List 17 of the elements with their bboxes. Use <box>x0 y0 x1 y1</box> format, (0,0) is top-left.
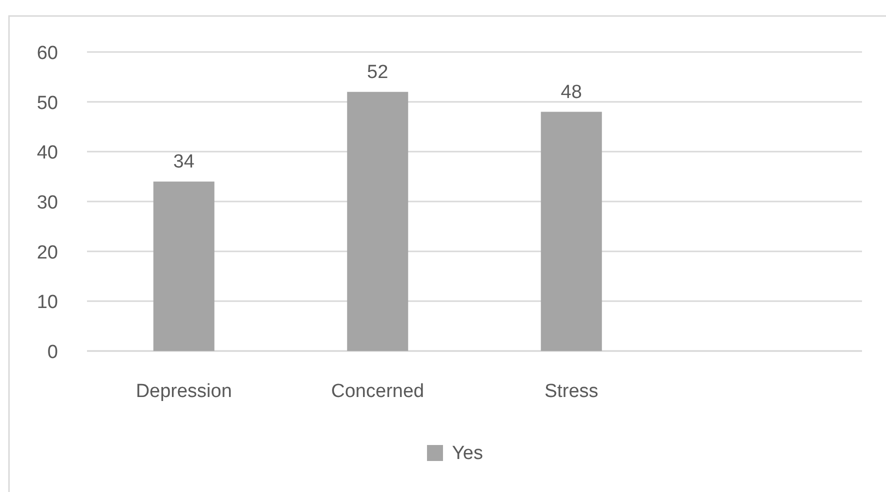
data-label: 52 <box>367 62 388 83</box>
data-label: 48 <box>560 82 582 103</box>
y-tick-label: 10 <box>36 292 58 314</box>
bar <box>153 182 214 351</box>
y-tick-label: 20 <box>36 242 58 264</box>
x-tick-label: Concerned <box>331 381 424 402</box>
y-tick-label: 60 <box>36 43 58 64</box>
x-tick-label: Depression <box>136 381 232 402</box>
bar <box>540 112 602 351</box>
bar <box>347 92 408 351</box>
y-tick-label: 50 <box>36 92 58 114</box>
data-label: 34 <box>173 152 195 173</box>
y-tick-label: 30 <box>36 192 58 214</box>
legend-label: Yes <box>452 443 483 464</box>
x-tick-label: Stress <box>544 381 598 402</box>
y-tick-label: 40 <box>36 142 58 164</box>
y-tick-label: 0 <box>47 342 58 363</box>
